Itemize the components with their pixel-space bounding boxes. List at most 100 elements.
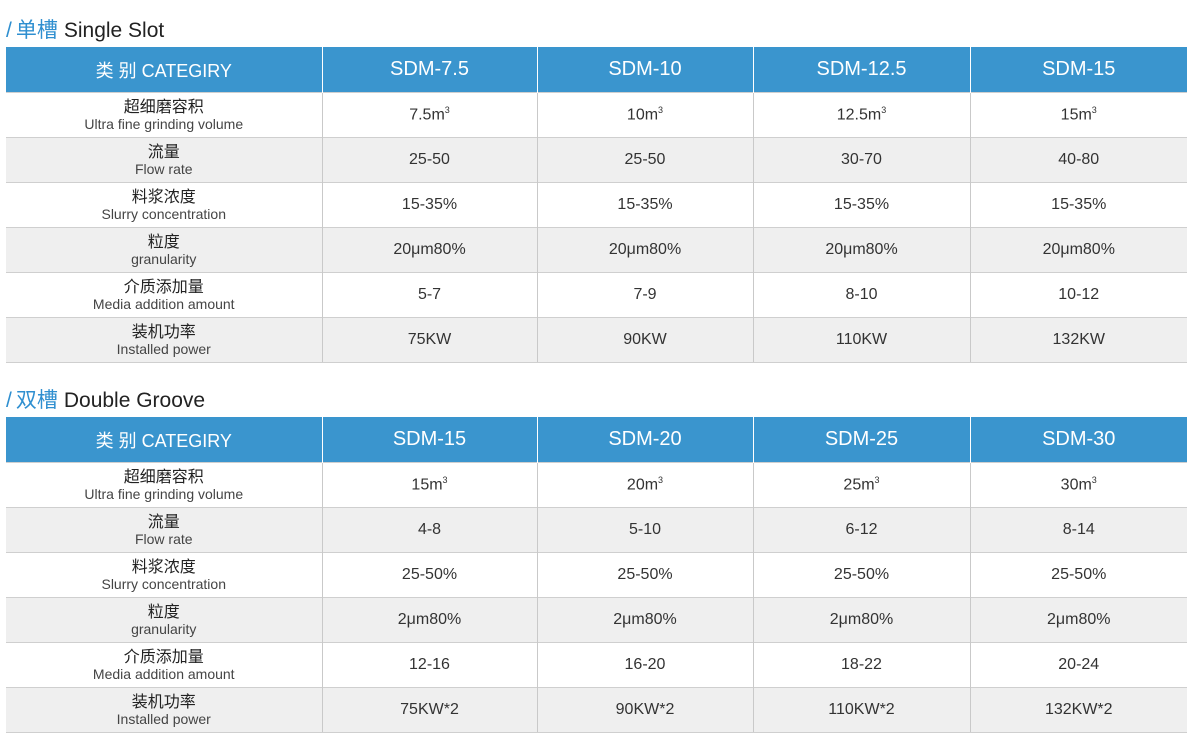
row-label: 流量 Flow rate bbox=[6, 507, 322, 553]
label-en: Slurry concentration bbox=[101, 575, 226, 592]
value-cell: 18-22 bbox=[752, 642, 970, 688]
model-header: SDM-25 bbox=[752, 417, 970, 463]
table-row: 超细磨容积 Ultra fine grinding volume 7.5m3 10… bbox=[6, 92, 1187, 138]
volume-value: 7.5m bbox=[409, 106, 445, 124]
label-en: Installed power bbox=[116, 710, 211, 727]
row-label: 超细磨容积 Ultra fine grinding volume bbox=[6, 462, 322, 508]
value-cell: 15-35% bbox=[752, 182, 970, 228]
value-cell: 25-50% bbox=[969, 552, 1187, 598]
volume-value: 12.5m bbox=[836, 106, 882, 124]
model-header: SDM-7.5 bbox=[321, 47, 537, 93]
value-cell: 2μm80% bbox=[321, 597, 537, 643]
model-header: SDM-15 bbox=[969, 47, 1187, 93]
value-cell: 25-50 bbox=[321, 137, 537, 183]
label-cn: 粒度 bbox=[147, 233, 180, 251]
header-row: 类 别 CATEGIRY SDM-7.5 SDM-10 SDM-12.5 SDM… bbox=[6, 47, 1187, 93]
model-header: SDM-15 bbox=[321, 417, 537, 463]
superscript: 3 bbox=[1091, 105, 1097, 116]
row-label: 流量 Flow rate bbox=[6, 137, 322, 183]
label-en: Installed power bbox=[116, 340, 211, 357]
label-cn: 超细磨容积 bbox=[123, 468, 204, 486]
value-cell: 15m3 bbox=[321, 462, 537, 508]
table-row: 装机功率 Installed power 75KW*2 90KW*2 110KW*… bbox=[6, 687, 1187, 733]
value-cell: 20μm80% bbox=[752, 227, 970, 273]
value-cell: 25-50% bbox=[752, 552, 970, 598]
table-row: 流量 Flow rate 25-50 25-50 30-70 40-80 bbox=[6, 137, 1187, 183]
title-cn: 单槽 bbox=[15, 19, 58, 42]
label-en: Ultra fine grinding volume bbox=[84, 115, 244, 132]
value-cell: 75KW bbox=[321, 317, 537, 363]
row-label: 料浆浓度 Slurry concentration bbox=[6, 182, 322, 228]
label-en: Ultra fine grinding volume bbox=[84, 485, 244, 502]
value-cell: 12-16 bbox=[321, 642, 537, 688]
label-cn: 料浆浓度 bbox=[131, 188, 196, 206]
table-row: 装机功率 Installed power 75KW 90KW 110KW 132K… bbox=[6, 317, 1187, 363]
value-cell: 132KW bbox=[969, 317, 1187, 363]
value-cell: 20μm80% bbox=[536, 227, 753, 273]
label-cn: 介质添加量 bbox=[123, 648, 204, 666]
value-cell: 16-20 bbox=[536, 642, 753, 688]
value-cell: 20μm80% bbox=[321, 227, 537, 273]
label-cn: 流量 bbox=[147, 143, 180, 161]
value-cell: 75KW*2 bbox=[321, 687, 537, 733]
single-slot-table: 类 别 CATEGIRY SDM-7.5 SDM-10 SDM-12.5 SDM… bbox=[6, 47, 1187, 363]
row-label: 介质添加量 Media addition amount bbox=[6, 272, 322, 318]
value-cell: 10m3 bbox=[536, 92, 753, 138]
value-cell: 30m3 bbox=[969, 462, 1187, 508]
label-en: granularity bbox=[131, 620, 197, 637]
row-label: 介质添加量 Media addition amount bbox=[6, 642, 322, 688]
table-row: 介质添加量 Media addition amount 5-7 7-9 8-10 … bbox=[6, 272, 1187, 318]
row-label: 装机功率 Installed power bbox=[6, 317, 322, 363]
table-row: 介质添加量 Media addition amount 12-16 16-20 1… bbox=[6, 642, 1187, 688]
label-cn: 超细磨容积 bbox=[123, 98, 204, 116]
superscript: 3 bbox=[658, 475, 664, 486]
title-slash: / bbox=[6, 19, 12, 42]
label-en: Media addition amount bbox=[92, 665, 235, 682]
label-cn: 粒度 bbox=[147, 603, 180, 621]
model-header: SDM-20 bbox=[536, 417, 753, 463]
superscript: 3 bbox=[444, 105, 450, 116]
value-cell: 20m3 bbox=[536, 462, 753, 508]
value-cell: 90KW bbox=[536, 317, 753, 363]
label-en: Slurry concentration bbox=[101, 205, 226, 222]
table-row: 料浆浓度 Slurry concentration 15-35% 15-35% 1… bbox=[6, 182, 1187, 228]
title-cn: 双槽 bbox=[15, 389, 58, 412]
volume-value: 25m bbox=[843, 476, 875, 494]
label-cn: 料浆浓度 bbox=[131, 558, 196, 576]
value-cell: 10-12 bbox=[969, 272, 1187, 318]
title-slash: / bbox=[6, 389, 12, 412]
value-cell: 2μm80% bbox=[969, 597, 1187, 643]
value-cell: 15-35% bbox=[321, 182, 537, 228]
volume-value: 15m bbox=[411, 476, 443, 494]
value-cell: 90KW*2 bbox=[536, 687, 753, 733]
double-groove-title: / 双槽 Double Groove bbox=[6, 384, 205, 414]
label-en: Flow rate bbox=[134, 160, 193, 177]
superscript: 3 bbox=[1091, 475, 1097, 486]
value-cell: 110KW*2 bbox=[752, 687, 970, 733]
double-groove-table: 类 别 CATEGIRY SDM-15 SDM-20 SDM-25 SDM-30… bbox=[6, 417, 1187, 733]
single-slot-title: / 单槽 Single Slot bbox=[6, 14, 164, 44]
value-cell: 2μm80% bbox=[536, 597, 753, 643]
label-cn: 装机功率 bbox=[131, 693, 196, 711]
value-cell: 25-50% bbox=[321, 552, 537, 598]
value-cell: 2μm80% bbox=[752, 597, 970, 643]
label-cn: 介质添加量 bbox=[123, 278, 204, 296]
volume-value: 20m bbox=[626, 476, 659, 494]
table-row: 料浆浓度 Slurry concentration 25-50% 25-50% 2… bbox=[6, 552, 1187, 598]
model-header: SDM-30 bbox=[969, 417, 1187, 463]
category-header: 类 别 CATEGIRY bbox=[6, 47, 322, 93]
value-cell: 132KW*2 bbox=[969, 687, 1187, 733]
label-en: granularity bbox=[131, 250, 197, 267]
table-row: 超细磨容积 Ultra fine grinding volume 15m3 20m… bbox=[6, 462, 1187, 508]
value-cell: 110KW bbox=[752, 317, 970, 363]
superscript: 3 bbox=[442, 475, 448, 486]
value-cell: 5-7 bbox=[321, 272, 537, 318]
value-cell: 25-50 bbox=[536, 137, 753, 183]
value-cell: 20-24 bbox=[969, 642, 1187, 688]
model-header: SDM-10 bbox=[536, 47, 753, 93]
row-label: 粒度 granularity bbox=[6, 227, 322, 273]
superscript: 3 bbox=[874, 475, 880, 486]
volume-value: 30m bbox=[1060, 476, 1092, 494]
title-en: Double Groove bbox=[63, 389, 206, 412]
value-cell: 40-80 bbox=[969, 137, 1187, 183]
